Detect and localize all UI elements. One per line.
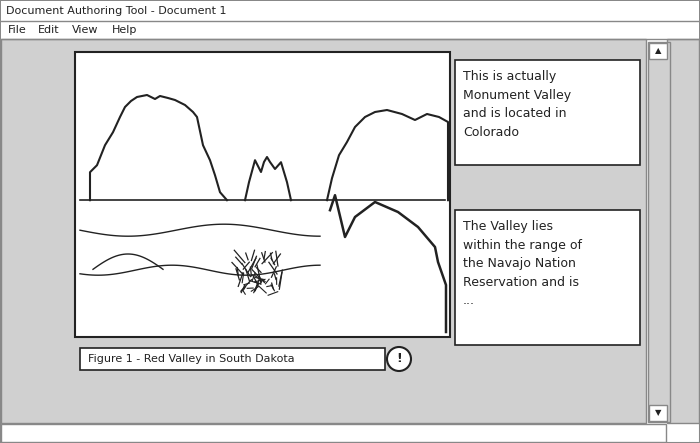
Text: !: ! bbox=[396, 353, 402, 365]
Circle shape bbox=[387, 347, 411, 371]
Text: Document Authoring Tool - Document 1: Document Authoring Tool - Document 1 bbox=[6, 6, 227, 16]
Text: This is actually
Monument Valley
and is located in
Colorado: This is actually Monument Valley and is … bbox=[463, 70, 571, 139]
Bar bbox=[1, 21, 699, 39]
Text: Edit: Edit bbox=[38, 25, 60, 35]
Bar bbox=[455, 210, 640, 345]
Bar bbox=[75, 52, 450, 337]
Bar bbox=[80, 348, 385, 370]
Bar bbox=[1, 424, 666, 442]
Bar bbox=[455, 60, 640, 165]
Text: Figure 1 - Red Valley in South Dakota: Figure 1 - Red Valley in South Dakota bbox=[88, 354, 295, 364]
Bar bbox=[649, 405, 667, 421]
Text: ▼: ▼ bbox=[654, 408, 661, 417]
Text: The Valley lies
within the range of
the Navajo Nation
Reservation and is
...: The Valley lies within the range of the … bbox=[463, 220, 582, 307]
Text: View: View bbox=[72, 25, 99, 35]
Text: File: File bbox=[8, 25, 27, 35]
Bar bbox=[1, 1, 699, 21]
Text: Help: Help bbox=[112, 25, 137, 35]
Bar bbox=[649, 43, 667, 59]
Text: ▲: ▲ bbox=[654, 47, 661, 55]
Bar bbox=[1, 39, 646, 423]
Bar bbox=[667, 39, 699, 423]
Bar bbox=[648, 42, 670, 422]
